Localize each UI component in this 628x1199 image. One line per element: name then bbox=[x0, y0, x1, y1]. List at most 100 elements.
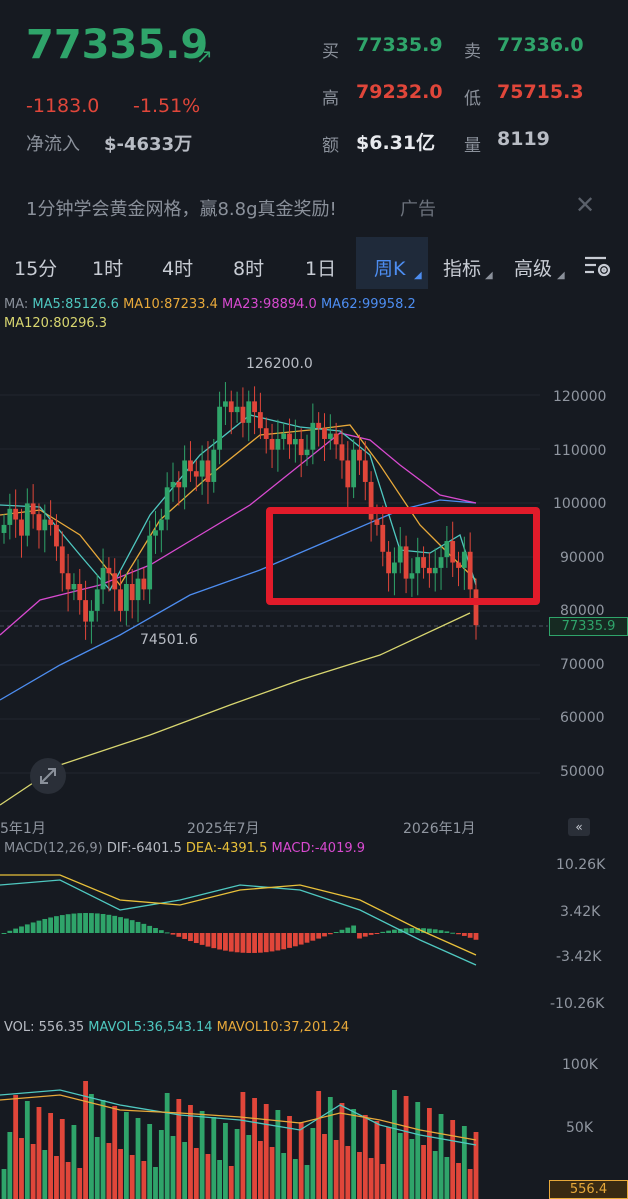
expand-icon[interactable] bbox=[30, 758, 66, 794]
volume-bar bbox=[269, 1147, 275, 1199]
macd-histogram-bar bbox=[263, 933, 269, 953]
macd-histogram-bar bbox=[153, 927, 158, 933]
candlestick-chart[interactable] bbox=[0, 335, 628, 835]
candle-body bbox=[304, 449, 310, 456]
volume-bar bbox=[386, 1127, 391, 1199]
vol-axis-label: 50K bbox=[566, 1120, 593, 1136]
macd-histogram-bar bbox=[351, 925, 357, 933]
candle-body bbox=[13, 508, 19, 520]
volume-bar bbox=[24, 1101, 30, 1199]
macd-histogram-bar bbox=[112, 915, 118, 933]
macd-histogram-bar bbox=[275, 933, 281, 951]
volume-bar bbox=[100, 1100, 106, 1199]
tab-1d[interactable]: 1日 bbox=[305, 258, 337, 280]
price-axis-label: 50000 bbox=[560, 764, 605, 780]
candle-body bbox=[211, 449, 217, 482]
candle-body bbox=[281, 433, 287, 439]
vol-value: VOL: 556.35 bbox=[4, 1020, 85, 1035]
macd-histogram-bar bbox=[257, 933, 263, 953]
macd-histogram-bar bbox=[310, 933, 316, 941]
macd-histogram-bar bbox=[42, 918, 48, 933]
macd-histogram-bar bbox=[322, 933, 327, 937]
macd-histogram-bar bbox=[426, 928, 432, 933]
macd-histogram-bar bbox=[77, 913, 83, 933]
macd-histogram-bar bbox=[89, 913, 94, 933]
volume-bar bbox=[345, 1146, 351, 1199]
candle-body bbox=[77, 584, 83, 601]
macd-histogram-bar bbox=[357, 933, 362, 939]
macd-dea: DEA:-4391.5 bbox=[185, 841, 268, 856]
tab-15m[interactable]: 15分 bbox=[14, 258, 58, 280]
amount-label: 额 bbox=[322, 136, 339, 156]
volume-bar bbox=[374, 1121, 380, 1199]
macd-dif: DIF:-6401.5 bbox=[106, 841, 182, 856]
macd-params: MACD(12,26,9) bbox=[4, 841, 103, 856]
macd-histogram-bar bbox=[13, 928, 19, 933]
macd-histogram-bar bbox=[83, 913, 88, 933]
macd-histogram-bar bbox=[327, 933, 333, 935]
close-icon[interactable]: ✕ bbox=[575, 191, 596, 219]
candle-body bbox=[123, 584, 129, 611]
volume-bar bbox=[13, 1095, 19, 1199]
candle-body bbox=[257, 412, 263, 429]
volume-bar bbox=[147, 1124, 153, 1199]
volume-bar bbox=[252, 1098, 257, 1199]
ma120-label: MA120:80296.3 bbox=[4, 316, 108, 331]
macd-histogram-bar bbox=[304, 933, 310, 943]
volume-bar bbox=[141, 1161, 147, 1199]
candle-body bbox=[415, 557, 421, 574]
scroll-to-start-icon[interactable]: « bbox=[568, 818, 590, 836]
volume-bar bbox=[123, 1112, 129, 1199]
volume-bar bbox=[106, 1143, 112, 1199]
tab-4h[interactable]: 4时 bbox=[162, 258, 194, 280]
volume-bar bbox=[444, 1157, 450, 1199]
price-axis-label: 80000 bbox=[560, 603, 605, 619]
mavol5-line bbox=[0, 1089, 477, 1146]
tab-1h[interactable]: 1时 bbox=[92, 258, 124, 280]
tab-advanced[interactable]: 高级 bbox=[514, 258, 553, 280]
macd-histogram-bar bbox=[164, 932, 170, 934]
time-axis-label: 2025年7月 bbox=[187, 821, 260, 837]
net-inflow-label: 净流入 bbox=[26, 134, 80, 155]
candle-body bbox=[164, 487, 170, 520]
highlight-box bbox=[266, 507, 540, 605]
candle-body bbox=[223, 401, 228, 407]
candle-body bbox=[118, 589, 123, 611]
tab-indicators[interactable]: 指标 bbox=[443, 258, 482, 280]
volume-bar bbox=[432, 1151, 438, 1199]
candle-body bbox=[368, 481, 374, 520]
last-price: 77335.9 bbox=[26, 22, 209, 68]
volume-bar bbox=[322, 1134, 327, 1199]
macd-histogram-bar bbox=[71, 913, 77, 933]
candle-body bbox=[327, 433, 333, 439]
macd-histogram-bar bbox=[292, 933, 298, 947]
macd-histogram-bar bbox=[211, 933, 217, 949]
candle-body bbox=[292, 438, 298, 445]
dropdown-triangle-icon: ◢ bbox=[414, 270, 422, 281]
candle-body bbox=[252, 401, 257, 413]
chart-settings-icon[interactable] bbox=[582, 252, 614, 284]
volume-bar bbox=[176, 1099, 182, 1199]
macd-histogram-bar bbox=[182, 933, 188, 939]
macd-histogram-bar bbox=[345, 927, 351, 933]
volume-bar bbox=[368, 1158, 374, 1199]
tab-8h[interactable]: 8时 bbox=[233, 258, 265, 280]
tab-weekly[interactable]: 周K bbox=[374, 258, 406, 280]
arrow-up-right-icon: ↗ bbox=[196, 44, 213, 68]
volume-bar bbox=[19, 1138, 24, 1199]
volume-bar bbox=[65, 1162, 71, 1199]
macd-histogram-bar bbox=[421, 928, 426, 933]
volume-bar bbox=[409, 1139, 415, 1199]
macd-histogram-bar bbox=[24, 924, 30, 933]
ask-value: 77336.0 bbox=[497, 34, 584, 56]
candle-body bbox=[182, 460, 188, 488]
macd-dea-line bbox=[0, 874, 477, 956]
volume-bar bbox=[316, 1091, 322, 1199]
volume-bar bbox=[257, 1141, 263, 1199]
macd-histogram-bar bbox=[188, 933, 193, 942]
ad-banner-text[interactable]: 1分钟学会黄金网格，赢8.8g真金奖励! bbox=[26, 199, 337, 220]
volume-bar bbox=[182, 1142, 188, 1199]
candle-body bbox=[71, 584, 77, 590]
candle-body bbox=[176, 481, 182, 488]
volume-bar bbox=[292, 1159, 298, 1199]
